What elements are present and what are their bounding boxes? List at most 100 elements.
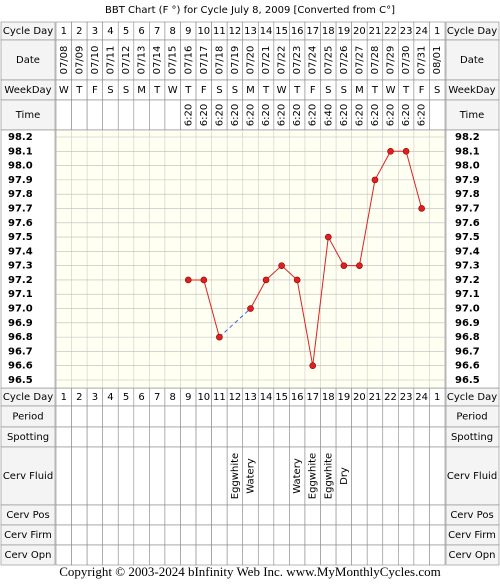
cell [117,544,135,566]
y-tick-label: 97.8 [455,189,480,200]
vertical-text: Eggwhite [230,453,241,499]
cycle-day: 8 [170,26,176,37]
weekday: W [59,85,69,96]
y-tick-label: 96.5 [455,375,480,386]
cell [195,524,212,546]
cell [180,426,197,448]
cell [86,99,103,131]
cell [133,99,150,131]
cycle-day: 1 [434,26,440,37]
weekday: M [246,85,255,96]
vertical-text: Eggwhite [323,453,334,499]
cell [86,524,103,546]
vertical-text: Watery [246,458,257,494]
cell [289,524,306,546]
vertical-text: Eggwhite [308,453,319,499]
cell [164,446,181,506]
y-tick-label: 96.9 [455,318,480,329]
y-tick-label: 97.5 [8,232,33,243]
cell [102,405,119,428]
vertical-text: 07/23 [292,46,303,75]
row-label: Cycle Day [3,26,53,37]
y-tick-label: 98.1 [455,146,480,157]
cycle-day: 6 [138,392,144,403]
cycle-day: 2 [76,392,82,403]
cell [133,446,150,506]
vertical-text: 07/20 [246,46,257,75]
weekday: T [262,85,270,96]
cell [429,544,446,566]
row-label: Period [12,412,43,423]
cell [226,544,244,566]
vertical-text: 07/30 [401,46,412,75]
cell [320,544,337,566]
weekday: T [75,85,83,96]
vertical-text: 07/27 [354,46,365,75]
cycle-day: 3 [92,26,98,37]
cell [226,504,244,526]
vertical-text: Watery [292,458,303,494]
cycle-day: 18 [322,392,335,403]
cell [413,405,430,428]
vertical-text: 6:20 [339,104,350,126]
cell [351,446,368,506]
cell [211,544,228,566]
plot-area [55,129,446,389]
cell [149,99,166,131]
row-label: Time [459,110,484,121]
weekday: S [107,85,113,96]
y-tick-label: 97.4 [8,246,33,257]
cell [149,504,166,526]
cycle-day: 5 [123,26,129,37]
cycle-day: 14 [260,392,273,403]
cycle-day: 9 [185,392,191,403]
cell [366,426,384,448]
cell [133,504,150,526]
weekday: F [201,85,207,96]
cell [445,39,500,81]
row-label: Cerv Pos [6,510,49,521]
cycle-day: 10 [197,392,210,403]
cycle-day: 12 [229,392,242,403]
y-tick-label: 97.0 [455,304,480,315]
vertical-text: 08/01 [432,46,443,75]
weekday: S [216,85,222,96]
row-label: Cerv Firm [448,530,496,541]
cell [366,544,384,566]
cycle-day: 10 [197,26,210,37]
cell [149,544,166,566]
cell [180,446,197,506]
row-label: Cerv Pos [450,510,493,521]
cell [226,405,244,428]
cell [242,524,259,546]
y-tick-label: 97.6 [455,218,480,229]
row-label: WeekDay [4,85,51,96]
vertical-text: 07/31 [417,46,428,75]
cycle-day: 16 [291,392,304,403]
weekday: S [434,85,440,96]
y-tick-label: 97.3 [455,261,480,272]
cell [366,504,384,526]
temp-point [247,305,254,312]
cell [164,524,181,546]
cell [320,524,337,546]
y-tick-label: 97.9 [8,175,33,186]
cell [382,446,399,506]
cell [289,544,306,566]
y-tick-label: 97.1 [455,289,480,300]
cell [86,446,103,506]
vertical-text: 07/25 [323,46,334,75]
cell [429,405,446,428]
cell [71,446,88,506]
row-label: Period [456,412,487,423]
cell [382,426,399,448]
cell [304,426,321,448]
cell [257,405,275,428]
cell [398,544,415,566]
cell [133,405,150,428]
cell [164,504,181,526]
vertical-text: 07/19 [230,46,241,75]
weekday: S [341,85,347,96]
row-label: Cerv Firm [4,530,52,541]
cycle-day: 9 [185,26,191,37]
